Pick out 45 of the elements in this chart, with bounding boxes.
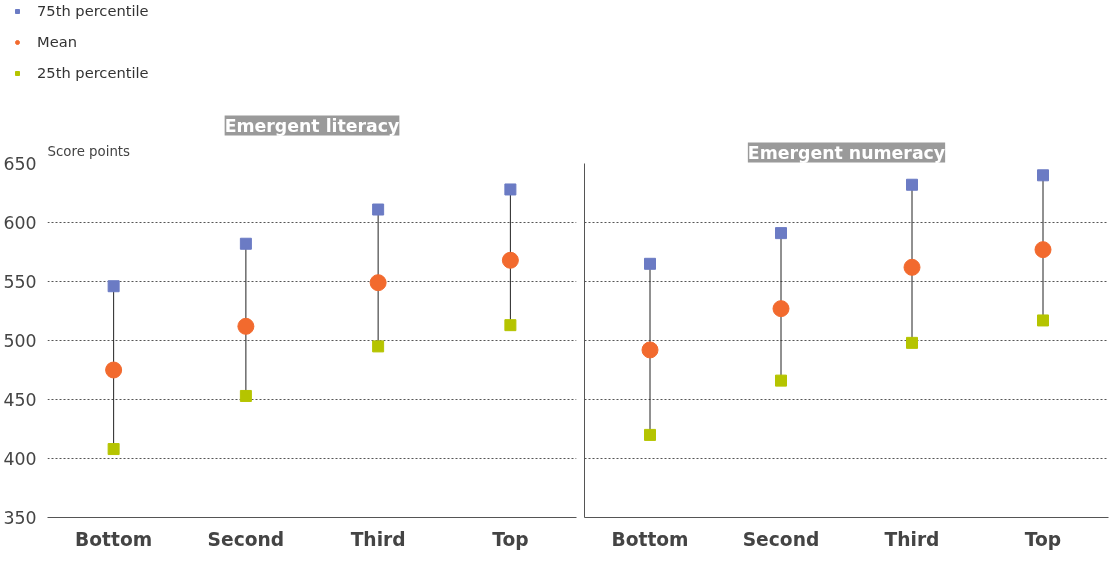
x-tick-label: Second <box>207 528 285 550</box>
point <box>772 300 790 318</box>
point <box>644 428 656 441</box>
x-tick-label: Top <box>492 528 529 550</box>
point <box>775 374 787 387</box>
point <box>107 280 120 293</box>
x-tick-label: Second <box>742 528 820 550</box>
point <box>107 443 120 456</box>
point <box>504 319 517 332</box>
point <box>239 237 252 250</box>
point <box>1037 314 1049 327</box>
legend-label: 25th percentile <box>37 64 149 81</box>
y-tick-label: 350 <box>3 508 37 528</box>
point <box>504 183 517 196</box>
y-tick-label: 650 <box>3 154 37 174</box>
y-axis-title: Score points <box>47 143 131 159</box>
point <box>237 317 255 335</box>
point <box>906 336 918 349</box>
y-tick-label: 550 <box>3 272 37 292</box>
point <box>903 258 921 276</box>
x-tick-label: Top <box>1024 528 1062 550</box>
point <box>1034 241 1052 259</box>
point <box>644 257 656 270</box>
legend-label: Mean <box>37 33 77 50</box>
y-tick-label: 500 <box>3 331 37 351</box>
chart-title: Emergent literacy <box>224 115 400 136</box>
y-tick-label: 400 <box>3 449 37 469</box>
x-tick-label: Third <box>884 528 940 550</box>
y-tick-label: 450 <box>3 390 37 410</box>
legend-label: 75th percentile <box>37 2 149 19</box>
point <box>641 341 659 359</box>
chart-title: Emergent numeracy <box>747 142 946 163</box>
point <box>372 203 385 216</box>
x-tick-label: Third <box>350 528 406 550</box>
x-tick-label: Bottom <box>75 528 153 550</box>
point <box>775 227 787 240</box>
x-tick-label: Bottom <box>611 528 689 550</box>
point <box>105 361 123 379</box>
point <box>372 340 385 353</box>
point <box>369 274 387 292</box>
point <box>501 251 519 269</box>
y-tick-label: 600 <box>3 213 37 233</box>
point <box>906 178 918 191</box>
point <box>239 389 252 402</box>
point <box>1037 169 1049 182</box>
